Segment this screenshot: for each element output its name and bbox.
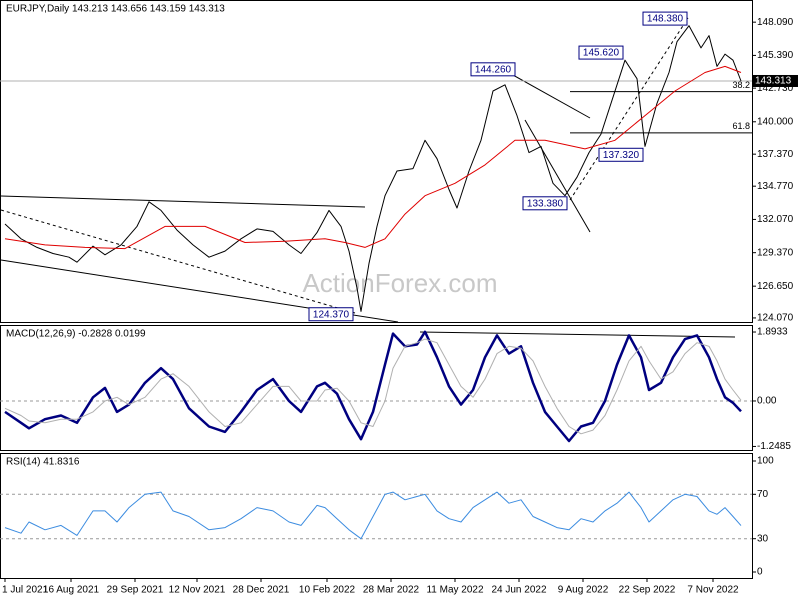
x-tick-label: 28 Mar 2022 bbox=[363, 585, 420, 596]
x-tick-label: 28 Dec 2021 bbox=[233, 585, 290, 596]
y-tick-label: 0.00 bbox=[757, 396, 777, 407]
y-tick-label: 145.390 bbox=[757, 50, 794, 61]
y-tick-label: 142.730 bbox=[757, 83, 794, 94]
y-tick-label: 134.770 bbox=[757, 181, 794, 192]
last-price-label: 143.313 bbox=[755, 76, 792, 87]
annotation-label: 124.370 bbox=[313, 309, 350, 320]
x-tick-label: 1 Jul 2021 bbox=[2, 585, 49, 596]
fib-label: 38.2 bbox=[732, 80, 750, 90]
x-tick-label: 29 Sep 2021 bbox=[107, 585, 164, 596]
trend-line bbox=[569, 17, 689, 201]
x-tick-label: 9 Aug 2022 bbox=[558, 585, 609, 596]
annotation-box bbox=[642, 11, 688, 26]
trend-line bbox=[524, 119, 591, 233]
price-panel bbox=[0, 0, 753, 323]
y-tick-label: 132.070 bbox=[757, 214, 794, 225]
series-line bbox=[4, 25, 742, 312]
annotation-box bbox=[522, 196, 568, 211]
annotation-label: 133.380 bbox=[527, 198, 564, 209]
y-tick-label: 140.000 bbox=[757, 116, 794, 127]
x-tick-label: 12 Nov 2021 bbox=[169, 585, 226, 596]
y-tick-label: 1.8933 bbox=[757, 327, 788, 338]
series-line bbox=[4, 330, 742, 443]
watermark: ActionForex.com bbox=[302, 268, 497, 298]
annotation-box bbox=[308, 307, 354, 322]
y-tick-label: 100 bbox=[757, 456, 774, 467]
annotation-box bbox=[598, 147, 644, 162]
annotation-label: 137.320 bbox=[603, 150, 640, 161]
y-tick-label: 70 bbox=[757, 489, 769, 500]
macd-title: MACD(12,26,9) -0.2828 0.0199 bbox=[6, 329, 146, 340]
rsi-title: RSI(14) 41.8316 bbox=[6, 457, 80, 468]
series-line bbox=[4, 491, 742, 540]
x-tick-label: 22 Sep 2022 bbox=[619, 585, 676, 596]
series-line bbox=[4, 338, 742, 435]
x-tick-label: 24 Jun 2022 bbox=[491, 585, 546, 596]
x-tick-label: 11 May 2022 bbox=[426, 585, 484, 596]
fib-label: 61.8 bbox=[732, 121, 750, 131]
series-line bbox=[4, 65, 742, 250]
y-tick-label: 148.090 bbox=[757, 17, 794, 28]
x-tick-label: 16 Aug 2021 bbox=[43, 585, 100, 596]
trend-line bbox=[0, 195, 366, 208]
rsi-panel bbox=[0, 453, 753, 579]
trend-line bbox=[0, 209, 356, 314]
y-tick-label: 124.070 bbox=[757, 313, 794, 324]
annotation-box bbox=[470, 62, 516, 77]
x-tick-label: 10 Feb 2022 bbox=[299, 585, 356, 596]
annotation-label: 145.620 bbox=[583, 48, 620, 59]
y-tick-label: 126.650 bbox=[757, 281, 794, 292]
trend-line bbox=[419, 331, 736, 338]
y-tick-label: 137.370 bbox=[757, 149, 794, 160]
macd-panel bbox=[0, 325, 753, 451]
annotation-box bbox=[578, 45, 624, 60]
annotation-label: 148.380 bbox=[647, 14, 684, 25]
price-title: EURJPY,Daily 143.213 143.656 143.159 143… bbox=[6, 4, 225, 15]
x-tick-label: 7 Nov 2022 bbox=[687, 585, 739, 596]
annotation-label: 144.260 bbox=[475, 64, 512, 75]
y-tick-label: -1.2485 bbox=[757, 441, 791, 452]
y-tick-label: 129.370 bbox=[757, 247, 794, 258]
last-price-box bbox=[752, 74, 798, 87]
y-tick-label: 0 bbox=[757, 567, 763, 578]
y-tick-label: 30 bbox=[757, 533, 769, 544]
